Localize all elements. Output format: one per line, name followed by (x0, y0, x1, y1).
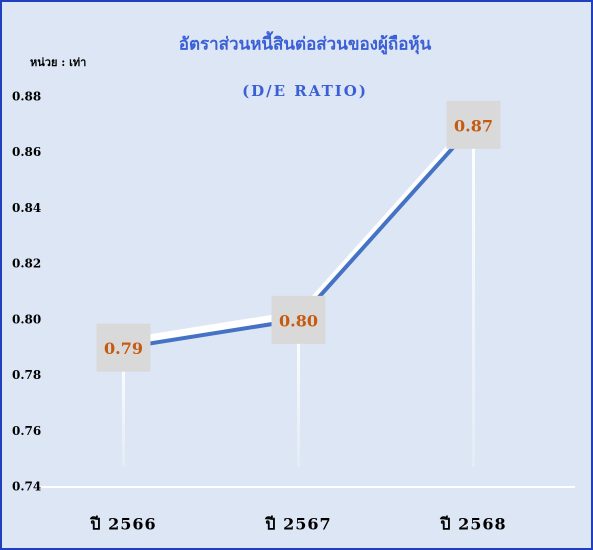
data-label: 0.79 (104, 339, 143, 358)
data-label: 0.80 (279, 311, 318, 330)
drop-line (122, 347, 125, 467)
data-label-box (271, 295, 326, 344)
y-tick-label: 0.86 (12, 145, 41, 159)
data-label-box (446, 100, 501, 149)
y-tick-label: 0.84 (12, 201, 41, 215)
data-label-box (96, 323, 151, 372)
y-tick-label: 0.80 (12, 312, 41, 326)
chart-title: อัตราส่วนหนี้สินต่อส่วนของผู้ถือหุ้น (179, 31, 432, 56)
x-tick-label: ปี 2568 (439, 515, 507, 534)
unit-label: หน่วย : เท่า (30, 56, 86, 69)
drop-line (297, 319, 300, 467)
data-label: 0.87 (454, 116, 493, 135)
chart-subtitle: (D/E RATIO) (242, 82, 368, 100)
y-tick-label: 0.74 (12, 480, 41, 494)
y-tick-label: 0.82 (12, 257, 41, 271)
y-tick-label: 0.78 (12, 368, 41, 382)
y-tick-label: 0.88 (12, 90, 41, 104)
x-tick-label: ปี 2567 (264, 515, 332, 534)
y-tick-label: 0.76 (12, 424, 41, 438)
x-tick-label: ปี 2566 (89, 515, 157, 534)
drop-line (472, 124, 475, 467)
